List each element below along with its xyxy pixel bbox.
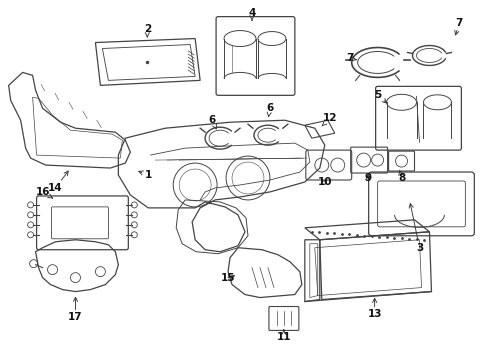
Text: 16: 16 bbox=[35, 187, 53, 198]
Text: 8: 8 bbox=[398, 170, 405, 183]
Text: 1: 1 bbox=[139, 170, 152, 180]
Text: 4: 4 bbox=[248, 8, 256, 21]
Text: 10: 10 bbox=[318, 177, 332, 187]
Text: 6: 6 bbox=[208, 115, 217, 129]
Text: 3: 3 bbox=[409, 204, 423, 253]
Text: 12: 12 bbox=[322, 113, 337, 126]
Text: 14: 14 bbox=[48, 171, 68, 193]
Text: 6: 6 bbox=[266, 103, 273, 117]
Text: 2: 2 bbox=[144, 24, 151, 37]
Text: 15: 15 bbox=[221, 273, 235, 283]
Text: 11: 11 bbox=[277, 330, 291, 342]
Text: 7: 7 bbox=[455, 18, 463, 35]
Text: 7: 7 bbox=[346, 54, 356, 63]
Text: 17: 17 bbox=[68, 297, 83, 323]
Text: 5: 5 bbox=[374, 90, 387, 103]
Text: 9: 9 bbox=[364, 173, 371, 183]
Text: 13: 13 bbox=[368, 298, 382, 319]
